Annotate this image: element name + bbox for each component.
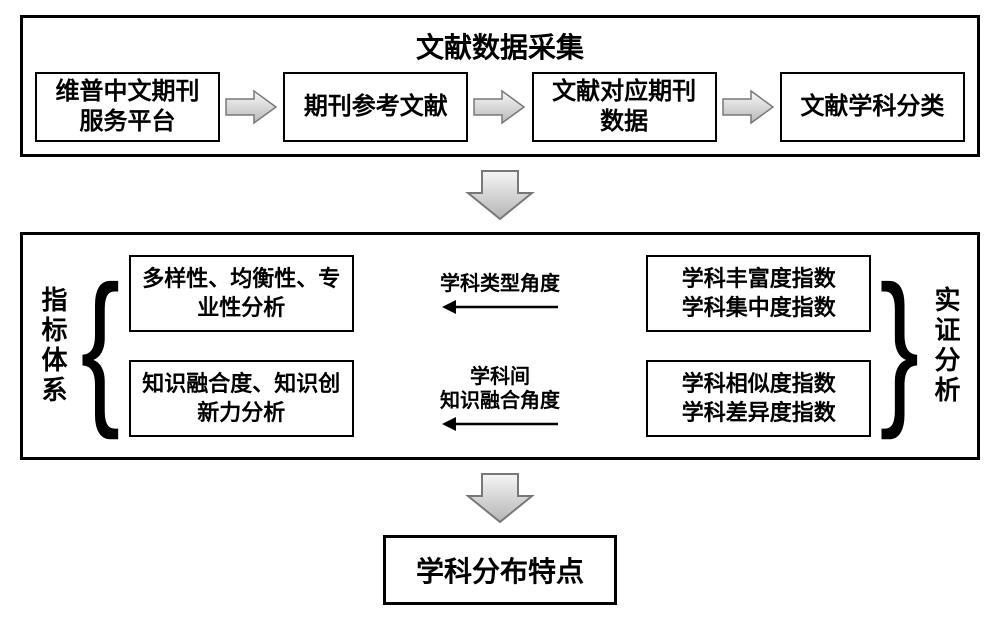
arrow-label: 学科间 知识融合角度 — [440, 365, 560, 413]
analysis-row: 知识融合度、知识创新力分析 学科间 知识融合角度 学科相似度指数 学科差异度指数 — [129, 360, 871, 437]
node-richness-index: 学科丰富度指数 学科集中度指数 — [646, 255, 871, 332]
analysis-grid: 多样性、均衡性、专业性分析 学科类型角度 学科丰富度指数 学科集中度指数 知识融… — [129, 255, 871, 437]
analysis-section: 指标体系 { 多样性、均衡性、专业性分析 学科类型角度 学科丰富度指数 学科集中… — [20, 232, 980, 460]
right-vertical-label: 实证分析 — [928, 286, 965, 406]
arrow-right-icon — [224, 87, 279, 127]
arrow-right-icon — [721, 87, 776, 127]
node-similarity-index: 学科相似度指数 学科差异度指数 — [646, 360, 871, 437]
section1-title: 文献数据采集 — [35, 26, 965, 66]
arrow-down-icon — [460, 167, 540, 222]
brace-left-icon: { — [81, 261, 121, 431]
arrow-left-icon — [440, 298, 560, 316]
node-journal-data: 文献对应期刊数据 — [532, 72, 717, 142]
arrow-left-icon — [440, 415, 560, 433]
node-knowledge-fusion: 知识融合度、知识创新力分析 — [129, 360, 354, 437]
node-diversity-analysis: 多样性、均衡性、专业性分析 — [129, 255, 354, 332]
node-platform: 维普中文期刊服务平台 — [35, 72, 220, 142]
arrow-label: 学科类型角度 — [440, 272, 560, 296]
data-collection-section: 文献数据采集 维普中文期刊服务平台 期刊参考文献 文献对应期刊数据 文献学科分类 — [20, 15, 980, 157]
brace-right-icon: } — [880, 261, 920, 431]
node-reference: 期刊参考文献 — [283, 72, 468, 142]
node-subject-class: 文献学科分类 — [780, 72, 965, 142]
left-vertical-label: 指标体系 — [35, 286, 72, 406]
arrow-with-label: 学科间 知识融合角度 — [413, 365, 588, 433]
arrow-with-label: 学科类型角度 — [413, 272, 588, 316]
arrow-down-icon — [460, 470, 540, 525]
section1-row: 维普中文期刊服务平台 期刊参考文献 文献对应期刊数据 文献学科分类 — [35, 72, 965, 142]
analysis-row: 多样性、均衡性、专业性分析 学科类型角度 学科丰富度指数 学科集中度指数 — [129, 255, 871, 332]
result-box: 学科分布特点 — [383, 535, 617, 605]
arrow-right-icon — [472, 87, 527, 127]
